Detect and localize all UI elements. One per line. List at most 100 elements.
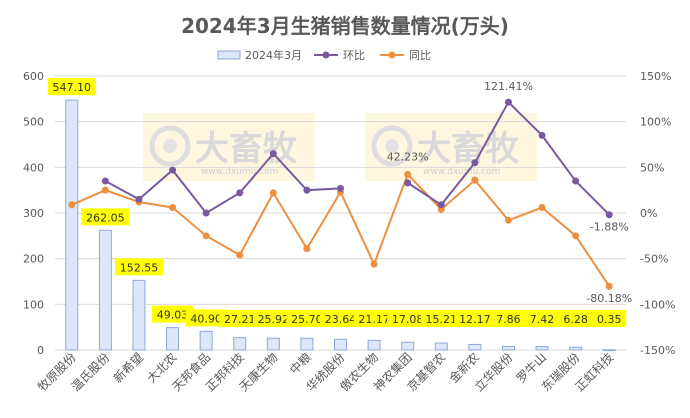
legend-label: 2024年3月 xyxy=(245,48,302,62)
mom-marker xyxy=(269,150,277,158)
data-label: 21.17 xyxy=(358,313,390,326)
mom-marker xyxy=(605,211,613,219)
data-label: 25.92 xyxy=(258,313,290,326)
y-right-tick: -100% xyxy=(640,298,675,311)
y-left-tick: 400 xyxy=(23,161,44,174)
yoy-marker xyxy=(538,204,546,212)
bar xyxy=(367,339,381,351)
watermark-logo-dot xyxy=(385,139,399,153)
mom-marker xyxy=(169,166,177,174)
data-label-bg xyxy=(252,310,294,327)
watermark-url: www.dxumu.com xyxy=(201,167,278,177)
y-left-tick: 0 xyxy=(37,344,44,357)
watermark-logo-dot xyxy=(163,139,177,153)
data-label: 7.42 xyxy=(530,313,555,326)
y-left-tick: 100 xyxy=(23,298,44,311)
watermark-logo-icon xyxy=(149,125,191,167)
y-left-tick: 300 xyxy=(23,207,44,220)
mom-marker xyxy=(202,209,210,217)
y-right-tick: -150% xyxy=(640,344,675,357)
data-label-bg xyxy=(525,310,560,327)
bar xyxy=(334,338,347,351)
bar xyxy=(65,99,79,351)
data-label: 262.05 xyxy=(86,211,125,224)
y-right-tick: 150% xyxy=(640,70,671,83)
data-label: 27.21 xyxy=(224,313,256,326)
data-label-bg xyxy=(454,310,496,327)
yoy-marker xyxy=(68,201,76,209)
x-category-label: 新希望 xyxy=(110,350,146,386)
y-left-tick: 600 xyxy=(23,70,44,83)
x-category-label: 中粮 xyxy=(286,350,314,378)
y-right-tick: 100% xyxy=(640,116,671,129)
bar xyxy=(199,330,213,351)
y-left-tick: 500 xyxy=(23,116,44,129)
annotation-label: -1.88% xyxy=(590,221,629,234)
yoy-marker xyxy=(404,170,412,178)
data-label: 7.86 xyxy=(496,313,521,326)
bar xyxy=(132,279,146,351)
data-label: 152.55 xyxy=(120,261,159,274)
bar xyxy=(300,337,314,351)
data-label-bg xyxy=(558,310,593,327)
chart-title: 2024年3月生猪销售数量情况(万头) xyxy=(181,14,509,38)
legend-bar-swatch xyxy=(217,50,241,60)
bar xyxy=(266,337,280,351)
bar xyxy=(434,342,448,351)
mom-marker xyxy=(504,98,512,106)
mom-line xyxy=(104,152,341,215)
data-label-bg xyxy=(219,310,261,327)
data-label: 25.70 xyxy=(291,313,323,326)
bar xyxy=(166,327,180,351)
yoy-marker xyxy=(101,186,109,194)
y-right-tick: 0% xyxy=(640,207,657,220)
bar xyxy=(468,343,482,351)
annotation-label: -80.18% xyxy=(586,292,632,305)
data-label: 40.90 xyxy=(190,312,222,325)
watermark-brand: 大畜牧 xyxy=(417,129,520,169)
mom-marker xyxy=(101,177,109,185)
mom-marker xyxy=(337,184,344,192)
data-label-bg xyxy=(152,305,194,323)
mom-marker xyxy=(572,177,580,185)
data-label: 0.35 xyxy=(597,313,622,326)
data-label: 15.21 xyxy=(426,313,458,326)
data-label-bg xyxy=(320,310,361,327)
data-label-bg xyxy=(491,310,526,327)
yoy-marker xyxy=(471,176,479,184)
bar xyxy=(569,346,583,351)
watermark-url: www.dxumu.com xyxy=(423,167,500,177)
data-label-bg xyxy=(114,258,163,276)
y-right-tick: 50% xyxy=(640,161,664,174)
data-label-bg xyxy=(185,309,227,327)
data-label: 23.64 xyxy=(325,313,357,326)
data-label: 12.17 xyxy=(459,313,491,326)
bar xyxy=(98,229,112,351)
legend-mom-marker xyxy=(322,51,330,59)
mom-marker xyxy=(404,179,412,187)
data-label-bg xyxy=(592,310,627,327)
mom-marker xyxy=(471,159,479,167)
legend-yoy-marker xyxy=(388,51,396,59)
mom-marker xyxy=(437,201,445,209)
mom-marker xyxy=(538,131,546,139)
data-label-bg xyxy=(47,78,96,96)
y-right-tick: -50% xyxy=(640,253,668,266)
mom-marker xyxy=(236,189,244,197)
data-label-bg xyxy=(286,310,328,327)
bar xyxy=(401,341,415,351)
data-label-bg xyxy=(81,208,130,226)
watermark-logo-icon xyxy=(371,125,413,167)
mom-marker xyxy=(303,186,311,194)
annotation-label: 42.23% xyxy=(387,150,429,163)
legend-label: 环比 xyxy=(343,49,365,62)
y-left-tick: 200 xyxy=(23,253,44,266)
bar xyxy=(535,346,549,351)
yoy-marker xyxy=(269,189,277,197)
data-label: 547.10 xyxy=(53,81,92,94)
data-label: 17.08 xyxy=(392,313,424,326)
data-label: 49.03 xyxy=(157,309,189,322)
yoy-marker xyxy=(169,204,177,212)
